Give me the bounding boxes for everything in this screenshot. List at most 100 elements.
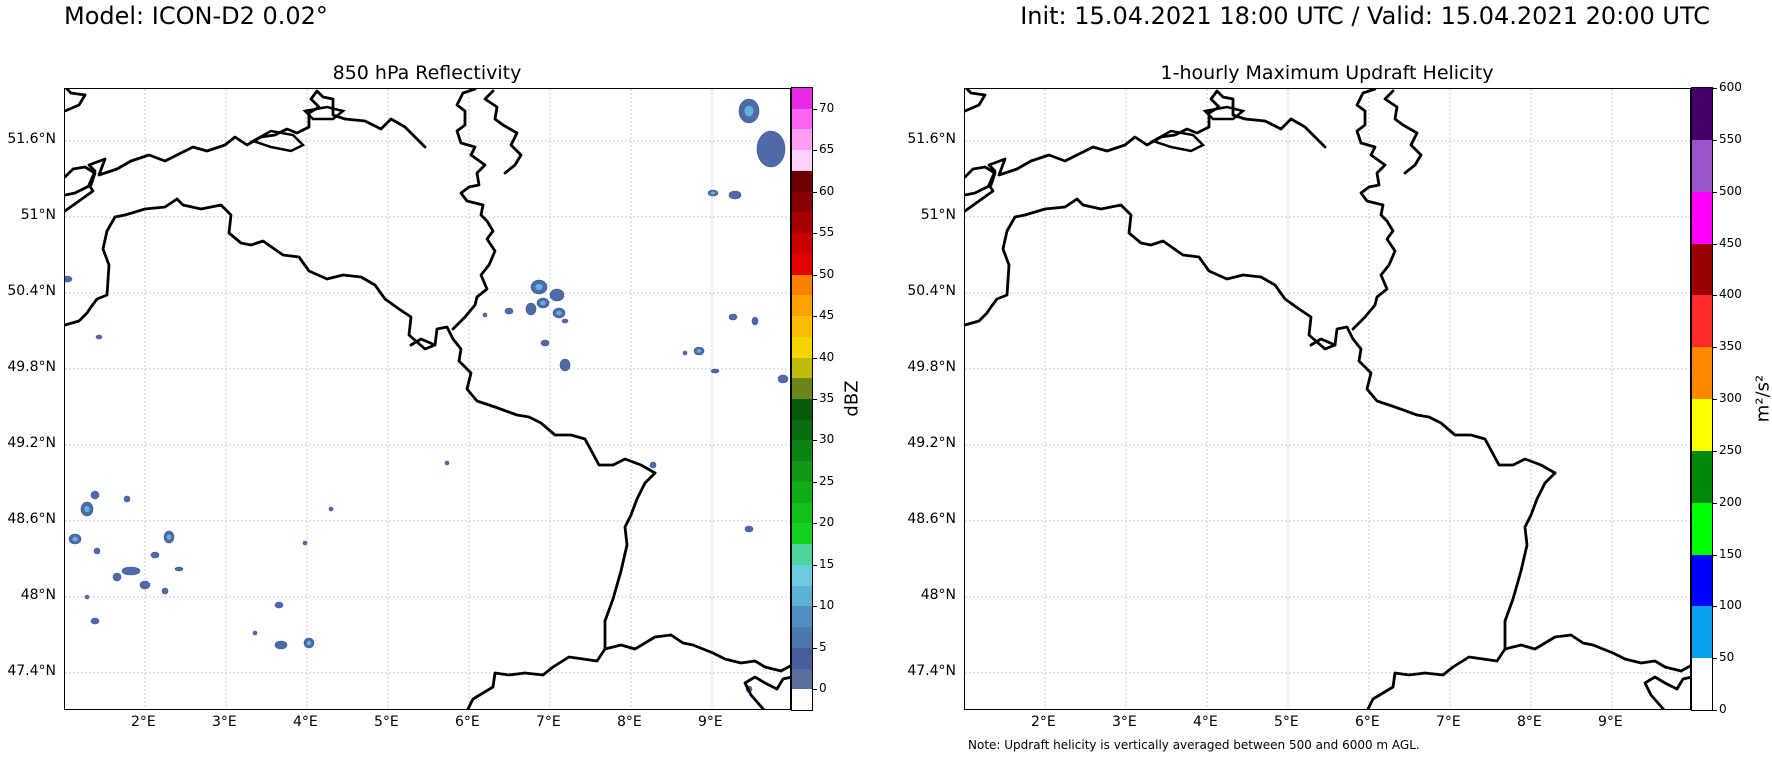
reflectivity-colorbar-tick: 60 — [819, 183, 835, 198]
border-line — [965, 89, 1327, 213]
right-lat-tick: 47.4°N — [907, 663, 956, 679]
helicity-colorbar-segment — [1692, 294, 1712, 348]
precip-cell — [123, 495, 131, 503]
reflectivity-map — [64, 88, 791, 710]
precip-core — [540, 300, 546, 306]
precip-cell — [139, 580, 151, 590]
reflectivity-colorbar-unit: dBZ — [841, 380, 863, 417]
reflectivity-colorbar-tick: 30 — [819, 432, 835, 447]
right-panel-title: 1-hourly Maximum Updraft Helicity — [1160, 62, 1494, 84]
precip-core — [535, 283, 543, 291]
updraft-helicity-map — [964, 88, 1691, 710]
helicity-colorbar-tick-mark — [1713, 243, 1717, 245]
precip-core — [84, 505, 90, 513]
helicity-colorbar-tick-mark — [1713, 502, 1717, 504]
reflectivity-colorbar-segment — [792, 460, 812, 482]
reflectivity-colorbar-tick: 45 — [819, 308, 835, 323]
precip-core — [744, 105, 754, 117]
right-lon-tick: 5°E — [1274, 714, 1299, 730]
helicity-colorbar-tick-mark — [1713, 710, 1717, 711]
precip-cell — [174, 566, 184, 572]
helicity-colorbar-tick: 50 — [1719, 650, 1735, 665]
right-lat-tick: 51°N — [920, 207, 956, 223]
precip-cell — [777, 374, 789, 384]
left-lat-tick: 49.8°N — [7, 359, 56, 375]
border-line — [1643, 675, 1690, 709]
left-panel-title: 850 hPa Reflectivity — [332, 62, 522, 84]
precip-cell — [756, 130, 786, 168]
precip-cell — [561, 318, 569, 324]
right-lon-tick: 2°E — [1031, 714, 1056, 730]
reflectivity-colorbar-segment — [792, 108, 812, 130]
reflectivity-colorbar-segment — [792, 398, 812, 420]
helicity-colorbar-tick: 400 — [1719, 287, 1742, 302]
precip-cell — [93, 547, 101, 555]
border-line — [466, 471, 657, 709]
reflectivity-colorbar-tick: 0 — [819, 681, 827, 696]
right-lat-tick: 51.6°N — [907, 131, 956, 147]
precip-cell — [150, 551, 160, 559]
precip-cell — [559, 358, 571, 372]
left-lat-tick: 51.6°N — [7, 131, 56, 147]
coast-island — [302, 105, 346, 121]
reflectivity-colorbar-segment — [792, 191, 812, 213]
left-lon-tick: 4°E — [293, 714, 318, 730]
reflectivity-colorbar-tick-mark — [813, 523, 817, 525]
reflectivity-colorbar-tick: 40 — [819, 349, 835, 364]
helicity-colorbar-segment — [1692, 450, 1712, 503]
reflectivity-colorbar-tick: 25 — [819, 473, 835, 488]
helicity-colorbar — [1691, 87, 1713, 711]
left-lat-tick: 50.4°N — [7, 283, 56, 299]
reflectivity-colorbar-tick: 65 — [819, 142, 835, 157]
init-valid-label: Init: 15.04.2021 18:00 UTC / Valid: 15.0… — [1020, 2, 1710, 30]
reflectivity-colorbar-tick: 50 — [819, 266, 835, 281]
reflectivity-colorbar-segment — [792, 419, 812, 441]
border-line — [1351, 89, 1397, 331]
precip-cell — [90, 617, 100, 625]
reflectivity-colorbar-segment — [792, 605, 812, 628]
helicity-colorbar-tick: 300 — [1719, 391, 1742, 405]
precip-cell — [744, 525, 754, 533]
precip-cell — [274, 640, 288, 650]
helicity-colorbar-tick: 250 — [1719, 442, 1742, 457]
precip-core — [166, 534, 172, 540]
reflectivity-colorbar-segment — [792, 336, 812, 358]
right-lon-tick: 8°E — [1517, 714, 1542, 730]
precip-cell — [252, 630, 258, 636]
model-label: Model: ICON-D2 0.02° — [64, 2, 328, 30]
border-line — [451, 89, 497, 331]
helicity-colorbar-tick: 350 — [1719, 339, 1742, 354]
helicity-colorbar-segment — [1692, 87, 1712, 140]
helicity-colorbar-tick: 200 — [1719, 494, 1742, 509]
right-lon-tick: 4°E — [1193, 714, 1218, 730]
reflectivity-colorbar-segment — [792, 87, 812, 109]
reflectivity-colorbar-tick-mark — [813, 108, 817, 110]
reflectivity-colorbar-segment — [792, 439, 812, 462]
right-lat-tick: 50.4°N — [907, 283, 956, 299]
precip-cell — [649, 461, 657, 469]
reflectivity-colorbar-tick-mark — [813, 150, 817, 152]
precip-cell — [682, 350, 688, 356]
precip-cell — [444, 460, 450, 466]
helicity-colorbar-tick-mark — [1713, 295, 1717, 297]
right-lon-tick: 3°E — [1112, 714, 1137, 730]
border-line — [65, 89, 97, 197]
precip-cell — [95, 334, 103, 340]
border-line — [965, 197, 1557, 475]
helicity-colorbar-tick-mark — [1713, 88, 1717, 89]
precip-cell — [751, 316, 759, 326]
reflectivity-colorbar-tick: 5 — [819, 639, 827, 654]
helicity-colorbar-tick-mark — [1713, 658, 1717, 660]
reflectivity-colorbar-segment — [792, 294, 812, 317]
reflectivity-colorbar-segment — [792, 647, 812, 669]
right-lat-tick: 49.2°N — [907, 435, 956, 451]
right-lat-tick: 48.6°N — [907, 511, 956, 527]
helicity-colorbar-tick: 550 — [1719, 131, 1742, 146]
reflectivity-colorbar-segment — [792, 481, 812, 503]
reflectivity-colorbar-segment — [792, 128, 812, 151]
helicity-colorbar-tick-mark — [1713, 191, 1717, 193]
reflectivity-colorbar-segment — [792, 232, 812, 254]
reflectivity-colorbar-segment — [792, 315, 812, 337]
reflectivity-colorbar-segment — [792, 564, 812, 586]
helicity-colorbar-tick-mark — [1713, 347, 1717, 349]
